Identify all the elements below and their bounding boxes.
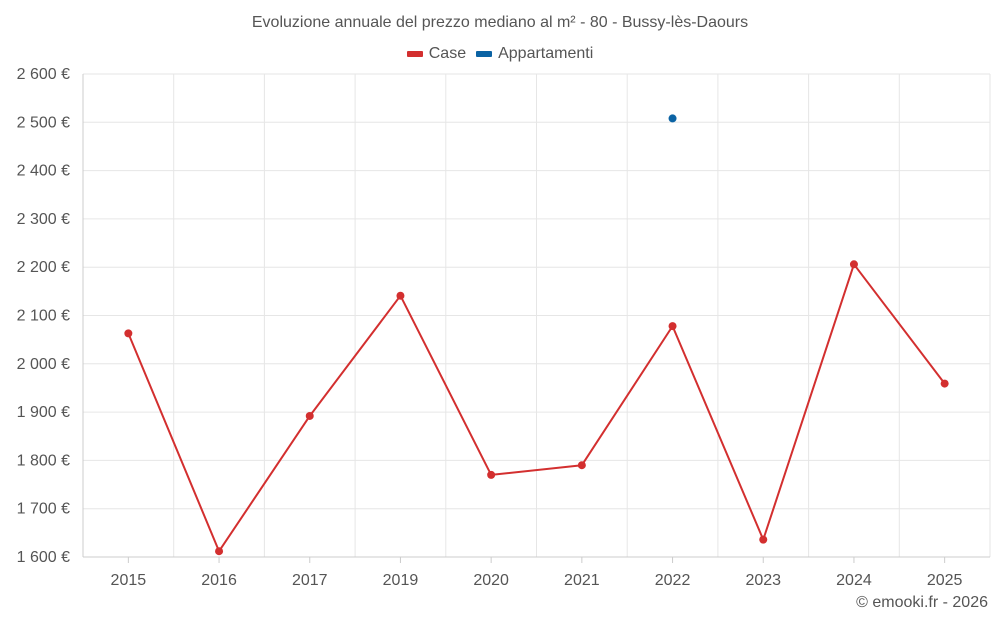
y-tick-label: 2 600 € xyxy=(17,66,70,83)
x-tick-label: 2016 xyxy=(201,572,237,589)
x-tick-label: 2025 xyxy=(927,572,963,589)
y-tick-label: 1 600 € xyxy=(17,549,70,566)
legend-swatch-case xyxy=(406,51,423,57)
y-tick-label: 1 900 € xyxy=(17,404,70,421)
data-point-case[interactable] xyxy=(487,470,496,479)
y-tick-label: 1 800 € xyxy=(17,452,70,469)
data-point-case[interactable] xyxy=(849,260,858,269)
x-tick-label: 2021 xyxy=(564,572,600,589)
data-point-case[interactable] xyxy=(305,411,314,420)
y-tick-label: 2 200 € xyxy=(17,259,70,276)
x-tick-label: 2022 xyxy=(655,572,691,589)
legend-item-case[interactable]: Case xyxy=(406,45,467,63)
x-tick-label: 2020 xyxy=(473,572,509,589)
data-point-case[interactable] xyxy=(124,329,133,338)
legend-label-case: Case xyxy=(428,45,467,62)
y-tick-label: 2 400 € xyxy=(17,163,70,180)
data-point-case[interactable] xyxy=(577,461,586,470)
data-point-appartamenti[interactable] xyxy=(668,114,677,123)
x-tick-label: 2023 xyxy=(745,572,781,589)
chart-title: Evoluzione annuale del prezzo mediano al… xyxy=(251,14,749,31)
data-point-case[interactable] xyxy=(940,379,949,388)
y-tick-label: 2 100 € xyxy=(17,308,70,325)
legend-item-appartamenti[interactable]: Appartamenti xyxy=(476,45,593,63)
series-line-case xyxy=(127,263,946,553)
credit-text: © emooki.fr - 2026 xyxy=(856,594,988,611)
x-tick-label: 2017 xyxy=(292,572,328,589)
data-point-case[interactable] xyxy=(396,291,405,300)
y-tick-label: 2 500 € xyxy=(17,114,70,131)
x-tick-label: 2024 xyxy=(836,572,872,589)
legend-label-appartamenti: Appartamenti xyxy=(498,45,594,62)
x-tick-label: 2015 xyxy=(111,572,147,589)
x-tick-label: 2019 xyxy=(383,572,419,589)
data-point-case[interactable] xyxy=(215,547,224,556)
y-tick-label: 2 300 € xyxy=(17,211,70,228)
y-tick-label: 1 700 € xyxy=(17,501,70,518)
legend: Case Appartamenti xyxy=(0,45,1000,63)
data-point-case[interactable] xyxy=(668,322,677,331)
data-point-case[interactable] xyxy=(759,535,768,544)
y-tick-label: 2 000 € xyxy=(17,356,70,373)
legend-swatch-appartamenti xyxy=(476,51,493,57)
